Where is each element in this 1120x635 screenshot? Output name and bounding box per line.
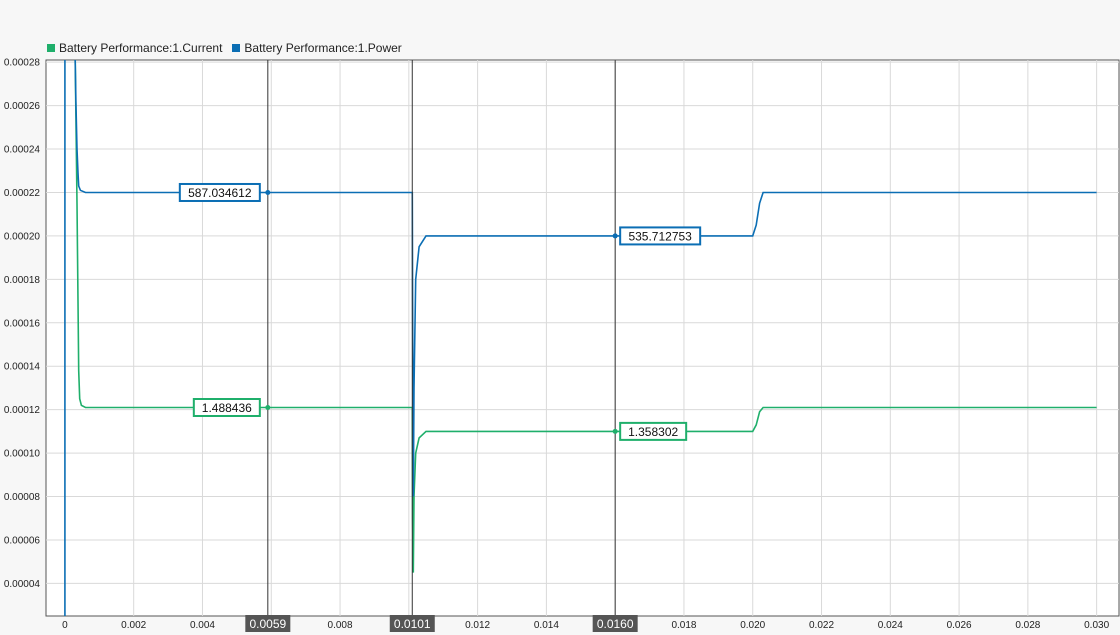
y-tick-label: 0.00022 — [4, 188, 41, 199]
y-tick-label: 0.00010 — [4, 449, 41, 460]
legend-swatch-power — [232, 44, 241, 52]
cursor-value-label: 1.358302 — [628, 425, 678, 439]
x-tick-label: 0.024 — [878, 620, 903, 631]
y-tick-label: 0.00028 — [4, 58, 41, 69]
x-tick-label: 0.030 — [1084, 620, 1109, 631]
cursor-value-label: 1.488436 — [202, 401, 252, 415]
y-tick-label: 0.00008 — [4, 492, 41, 503]
x-tick-label: 0.004 — [190, 620, 215, 631]
cursor-value-label: 587.034612 — [188, 186, 252, 200]
y-tick-label: 0.00020 — [4, 231, 41, 242]
x-tick-labels: 00.0020.0040.0060.0080.0100.0120.0140.01… — [62, 620, 1109, 631]
x-tick-label: 0 — [62, 620, 68, 631]
cursor-value-labels: 587.034612 1.488436 535.712753 1.358302 — [178, 182, 702, 441]
series-lines — [64, 59, 1097, 616]
cursor-marker — [612, 233, 618, 239]
x-tick-label: 0.008 — [328, 620, 353, 631]
y-tick-label: 0.00004 — [4, 579, 41, 590]
x-tick-label: 0.002 — [121, 620, 146, 631]
y-tick-label: 0.00026 — [4, 101, 41, 112]
cursor-value-box — [619, 226, 702, 246]
x-tick-label: 0.012 — [465, 620, 490, 631]
y-tick-labels: 0.00004 0.00006 0.00008 0.00010 0.00012 0.000… — [4, 58, 41, 590]
legend: Battery Performance:1.Current Battery Pe… — [47, 40, 402, 56]
y-tick-label: 0.00006 — [4, 535, 41, 546]
y-tick-label: 0.00018 — [4, 275, 41, 286]
legend-label-power: Battery Performance:1.Power — [244, 41, 402, 55]
cursor-marker — [612, 428, 618, 434]
cursor-marker — [265, 189, 271, 195]
cursor-value-box — [178, 182, 261, 202]
legend-label-current: Battery Performance:1.Current — [59, 41, 223, 55]
plot-background — [45, 59, 1120, 617]
power-series-line — [74, 59, 1097, 497]
cursor-badge-label: 0.0101 — [394, 617, 431, 631]
x-tick-label: 0.022 — [809, 620, 834, 631]
legend-item-power[interactable]: Battery Performance:1.Power — [232, 41, 402, 55]
legend-swatch-current — [47, 44, 55, 52]
x-tick-label: 0.028 — [1015, 620, 1040, 631]
y-tick-label: 0.00012 — [4, 405, 41, 416]
cursor-marker — [265, 405, 271, 410]
cursors[interactable]: 0.0059 0.0101 0.0160 — [245, 60, 638, 632]
x-tick-label: 0.020 — [740, 620, 765, 631]
cursor-badge-label: 0.0160 — [597, 617, 634, 631]
current-series-line — [74, 59, 1097, 573]
cursor-value-box — [192, 398, 261, 417]
cursor-badge[interactable] — [389, 615, 435, 632]
cursor-value-box — [619, 421, 688, 441]
cursor-badge[interactable] — [592, 615, 638, 632]
y-tick-label: 0.00024 — [4, 145, 41, 156]
x-tick-label: 0.026 — [947, 620, 972, 631]
legend-item-current[interactable]: Battery Performance:1.Current — [47, 41, 222, 55]
x-tick-label: 0.014 — [534, 620, 559, 631]
cursor-badge[interactable] — [245, 615, 291, 632]
x-tick-label: 0.018 — [671, 620, 696, 631]
y-tick-label: 0.00016 — [4, 318, 41, 329]
cursor-badge-label: 0.0059 — [249, 617, 286, 631]
y-tick-label: 0.00014 — [4, 362, 41, 373]
cursor-value-label: 535.712753 — [628, 229, 692, 243]
